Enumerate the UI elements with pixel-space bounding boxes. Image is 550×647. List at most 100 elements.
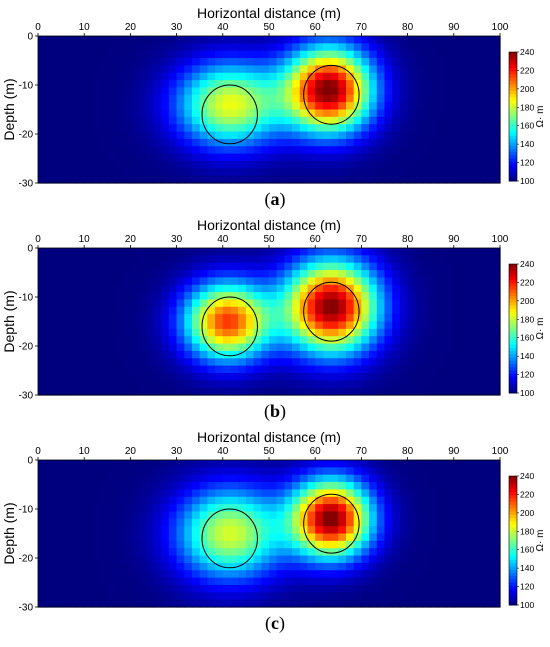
heatmap-cell xyxy=(107,160,116,169)
heatmap-cell xyxy=(292,284,301,293)
heatmap-cell xyxy=(153,474,162,483)
heatmap-cell xyxy=(107,336,116,345)
heatmap-cell xyxy=(53,270,62,278)
heatmap-cell xyxy=(222,153,232,162)
heatmap-cell xyxy=(315,336,324,345)
heatmap-cell xyxy=(353,175,362,184)
heatmap-cell xyxy=(484,168,493,177)
heatmap-cell xyxy=(61,474,70,483)
heatmap-cell xyxy=(161,584,170,593)
heatmap-cell xyxy=(184,467,193,476)
heatmap-cell xyxy=(199,387,208,396)
heatmap-cell xyxy=(192,306,201,315)
heatmap-cell xyxy=(446,358,455,367)
heatmap-cell xyxy=(453,350,463,359)
heatmap-cell xyxy=(253,467,262,476)
colorbar-segment xyxy=(509,563,517,567)
heatmap-cell xyxy=(423,72,432,81)
heatmap-cell xyxy=(91,299,101,308)
heatmap-cell xyxy=(122,336,131,345)
heatmap-cell xyxy=(430,599,439,608)
heatmap-cell xyxy=(253,336,262,345)
colorbar-segment xyxy=(509,164,517,169)
heatmap-cell xyxy=(215,43,224,52)
heatmap-cell xyxy=(292,248,301,256)
heatmap-cell xyxy=(184,380,193,389)
heatmap-cell xyxy=(453,496,463,505)
colorbar-segment xyxy=(509,155,517,159)
heatmap-cell xyxy=(307,489,316,498)
heatmap-cell xyxy=(122,65,131,74)
heatmap-cell xyxy=(184,36,193,44)
heatmap-cell xyxy=(453,474,463,483)
heatmap-cell xyxy=(361,124,370,133)
x-tick-label: 0 xyxy=(35,446,41,457)
heatmap-cell xyxy=(284,255,293,264)
heatmap-cell xyxy=(330,372,339,381)
heatmap-cell xyxy=(407,255,416,264)
heatmap-cell xyxy=(384,80,393,89)
heatmap-cell xyxy=(346,592,355,601)
heatmap-cell xyxy=(176,570,185,579)
heatmap-cell xyxy=(176,131,185,140)
heatmap-cell xyxy=(423,43,432,52)
heatmap-cell xyxy=(192,358,201,367)
heatmap-cell xyxy=(399,80,409,89)
heatmap-cell xyxy=(361,365,370,374)
heatmap-cell xyxy=(76,372,85,381)
heatmap-cell xyxy=(76,109,85,118)
heatmap-cell xyxy=(384,87,393,96)
heatmap-cell xyxy=(153,555,162,564)
heatmap-cell xyxy=(61,65,70,74)
heatmap-cell xyxy=(153,314,162,323)
heatmap-cell xyxy=(199,292,208,301)
heatmap-cell xyxy=(430,482,439,490)
colorbar-tick-label: 180 xyxy=(520,314,534,324)
heatmap-cell xyxy=(384,168,393,177)
heatmap-cell xyxy=(261,328,270,337)
heatmap-cell xyxy=(376,248,386,256)
heatmap-cell xyxy=(261,584,270,593)
heatmap-cell xyxy=(461,306,470,315)
heatmap-cell xyxy=(130,314,139,323)
heatmap-cell xyxy=(253,94,262,103)
heatmap-cell xyxy=(315,131,324,140)
heatmap-cell xyxy=(369,94,378,103)
heatmap-cell xyxy=(115,175,124,184)
heatmap-cell xyxy=(130,299,139,308)
heatmap-cell xyxy=(168,372,178,381)
heatmap-cell xyxy=(45,533,54,542)
heatmap-cell xyxy=(276,365,285,374)
heatmap-cell xyxy=(122,358,131,367)
colorbar-segment xyxy=(509,100,517,105)
heatmap-cell xyxy=(399,474,409,483)
heatmap-cell xyxy=(161,109,170,118)
heatmap-cell xyxy=(38,467,47,476)
heatmap-cell xyxy=(322,511,332,520)
heatmap-cell xyxy=(322,474,332,483)
heatmap-cell xyxy=(207,109,216,118)
heatmap-cell xyxy=(145,116,155,125)
heatmap-cell xyxy=(138,372,147,381)
heatmap-cell xyxy=(469,577,478,586)
heatmap-cell xyxy=(199,160,208,169)
heatmap-cell xyxy=(438,146,447,155)
heatmap-cell xyxy=(91,328,101,337)
heatmap-cell xyxy=(238,577,247,586)
heatmap-cell xyxy=(284,270,293,278)
heatmap-cell xyxy=(153,533,162,542)
heatmap-cell xyxy=(61,599,70,608)
heatmap-cell xyxy=(461,570,470,579)
heatmap-cell xyxy=(76,489,85,498)
heatmap-cell xyxy=(145,350,155,359)
heatmap-cell xyxy=(192,153,201,162)
heatmap-cell xyxy=(423,80,432,89)
heatmap-cell xyxy=(261,482,270,490)
heatmap-cell xyxy=(399,65,409,74)
heatmap-cell xyxy=(346,467,355,476)
heatmap-cell xyxy=(138,124,147,133)
heatmap-cell xyxy=(199,262,208,271)
heatmap-cell xyxy=(438,270,447,278)
heatmap-cell xyxy=(184,496,193,505)
heatmap-cell xyxy=(161,460,170,468)
